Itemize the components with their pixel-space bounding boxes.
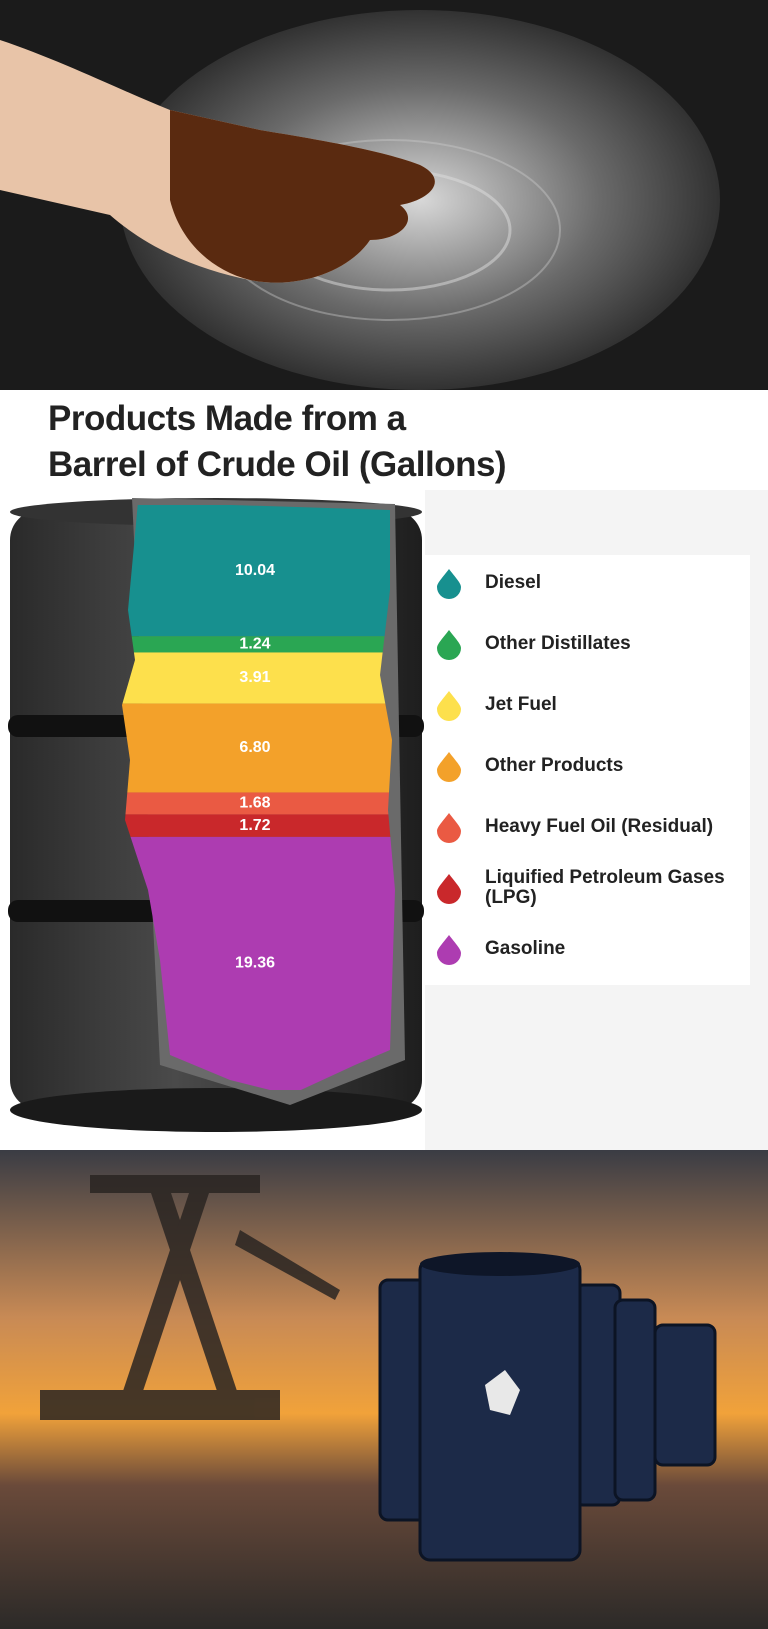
legend-icon — [437, 752, 461, 782]
value-label: 19.36 — [235, 955, 275, 972]
legend-icon — [437, 569, 461, 599]
value-label: 3.91 — [239, 669, 270, 686]
legend-label: Heavy Fuel Oil (Residual) — [485, 816, 714, 837]
legend-label: Other Products — [485, 755, 624, 776]
legend-label: Jet Fuel — [485, 694, 557, 715]
legend-box — [425, 555, 750, 985]
barrel-segment — [122, 636, 395, 653]
value-label: 1.72 — [239, 817, 270, 834]
legend-label: Liquified Petroleum Gases (LPG) — [485, 867, 725, 908]
oil-photo — [0, 0, 768, 390]
barrel-segment — [122, 814, 395, 837]
legend-icons — [437, 569, 461, 965]
legend-icon — [437, 691, 461, 721]
value-label: 1.68 — [239, 795, 270, 812]
legend-icon — [437, 874, 461, 904]
chart-title: Products Made from a Barrel of Crude Oil… — [48, 399, 507, 484]
barrel-segment — [122, 703, 395, 793]
legend-icon — [437, 935, 461, 965]
legend-label: Gasoline — [485, 938, 566, 959]
barrel-segment — [122, 652, 395, 704]
legend-label: Other Distillates — [485, 633, 631, 654]
oilfield-photo — [0, 1150, 768, 1629]
value-label: 6.80 — [239, 739, 270, 756]
barrel-segment — [122, 505, 395, 637]
legend-label: Diesel — [485, 572, 541, 593]
legend-icon — [437, 630, 461, 660]
barrel-segment — [122, 792, 395, 815]
title-box — [10, 390, 600, 490]
value-label: 1.24 — [239, 636, 270, 653]
legend-icon — [437, 813, 461, 843]
value-label: 10.04 — [235, 562, 275, 579]
